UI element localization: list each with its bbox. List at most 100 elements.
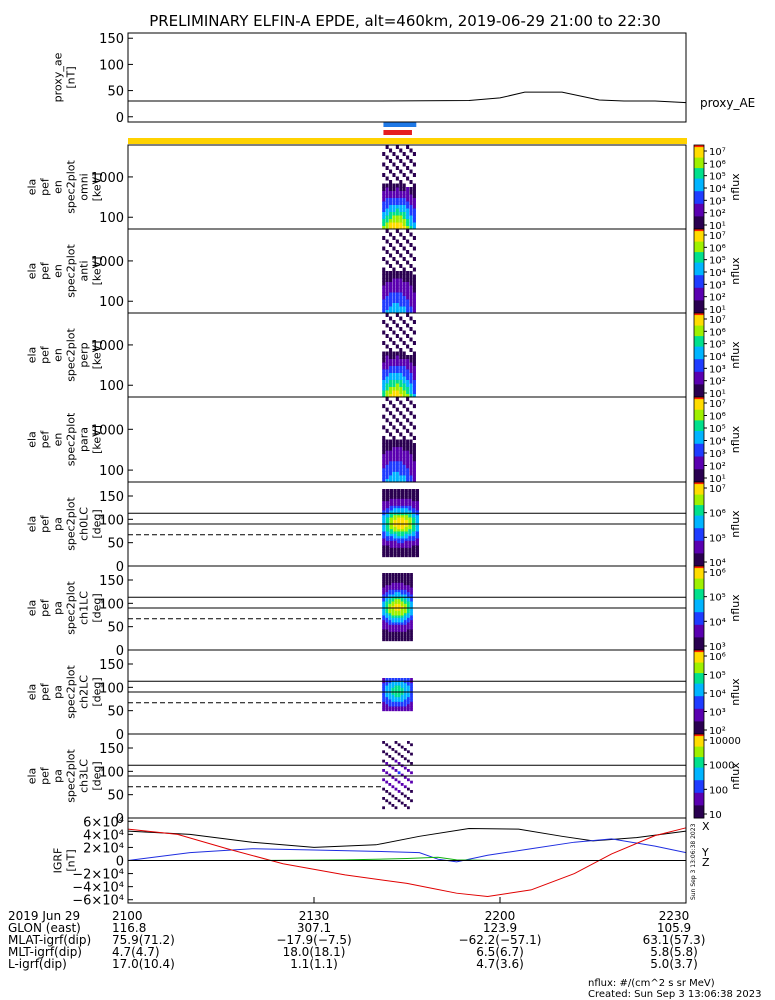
spectrogram-cell (385, 687, 389, 691)
spectrogram-cell (406, 281, 410, 286)
colorbar-segment (694, 505, 704, 508)
spectrogram-cell (397, 491, 401, 495)
spectrogram-cell (403, 624, 407, 628)
spectrogram-cell (399, 232, 403, 237)
spectrogram-cell (400, 617, 404, 621)
spectrogram-cell (399, 274, 403, 279)
spectrogram-cell (402, 257, 406, 261)
spectrogram-cell (407, 750, 410, 754)
colorbar-segment (694, 509, 704, 512)
spectrogram-cell (415, 505, 420, 509)
spectrogram-cell (392, 404, 396, 409)
spectrogram-cell (404, 533, 408, 537)
spectrogram-cell (385, 393, 389, 398)
spectrogram-cell (385, 605, 389, 609)
colorbar-segment (694, 180, 704, 184)
spectrogram-cell (409, 243, 413, 247)
spectrogram-cell (399, 208, 403, 212)
spectrogram-cell (399, 271, 403, 275)
colorbar-segment (694, 275, 704, 278)
y-tick-label: 150 (99, 742, 124, 757)
spectrogram-cell (402, 204, 406, 209)
spectrogram-cell (399, 285, 403, 289)
spectrogram-cell (389, 204, 393, 209)
spectrogram-cell (397, 500, 401, 504)
spectrogram-cell (402, 267, 406, 272)
spectrogram-cell (397, 498, 401, 502)
colorbar-segment (694, 633, 704, 636)
spectrogram-cell (406, 288, 410, 293)
spectrogram-cell (392, 474, 396, 479)
spectrogram-cell (394, 587, 398, 590)
spectrogram-cell (382, 694, 385, 698)
colorbar-segment (694, 317, 704, 320)
spectrogram-cell (388, 682, 392, 686)
spectrogram-cell (389, 496, 393, 499)
spectrogram-cell (400, 533, 405, 537)
spectrogram-cell (391, 633, 395, 637)
colorbar-segment (694, 574, 704, 577)
spectrogram-cell (382, 302, 386, 307)
spectrogram-cell (385, 689, 389, 693)
colorbar-segment (694, 155, 704, 159)
spectrogram-cell (385, 215, 389, 219)
spectrogram-cell (402, 246, 406, 251)
spectrogram-cell (399, 478, 403, 483)
spectrogram-cell (388, 687, 392, 691)
spectrogram-cell (402, 478, 406, 483)
spectrogram-cell (407, 582, 410, 586)
spectrogram-cell (399, 369, 403, 373)
spectrogram-cell (394, 692, 398, 695)
colorbar-segment (694, 218, 704, 222)
spectrogram-cell (402, 460, 406, 465)
spectrogram-cell (382, 330, 386, 335)
y-axis-label: en (52, 348, 65, 362)
spectrogram-cell (389, 148, 393, 153)
spectrogram-cell (395, 222, 399, 226)
spectrogram-cell (385, 281, 389, 286)
spectrogram-cell (397, 752, 401, 756)
spectrogram-cell (385, 762, 389, 765)
spectrogram-cell (382, 577, 385, 581)
spectrogram-cell (408, 521, 412, 525)
spectrogram-cell (382, 528, 386, 532)
colorbar-segment (694, 392, 704, 396)
y-tick-label: 50 (107, 789, 124, 804)
spectrogram-cell (397, 531, 401, 534)
spectrogram-cell (392, 467, 396, 472)
colorbar-label: nflux (729, 594, 742, 622)
colorbar-tick-label: 10⁴ (709, 689, 726, 700)
spectrogram-cell (399, 432, 403, 437)
colorbar-segment (694, 239, 704, 243)
spectrogram-cell (406, 358, 410, 363)
spectrogram-cell (403, 633, 407, 637)
spectrogram-cell (382, 383, 386, 387)
spectrogram-cell (391, 603, 395, 607)
colorbar-segment (694, 294, 704, 297)
spectrogram-cell (393, 554, 397, 558)
spectrogram-cell (399, 316, 403, 321)
spectrogram-cell (412, 218, 416, 223)
spectrogram-cell (412, 376, 416, 380)
spectrogram-cell (385, 376, 389, 380)
spectrogram-cell (382, 608, 385, 611)
legend-entry-Z: Z (702, 856, 710, 869)
spectrogram-cell (385, 626, 389, 630)
colorbar-segment (694, 327, 704, 331)
spectrogram-cell (407, 587, 410, 590)
spectrogram-cell (397, 535, 401, 539)
spectrogram-cell (391, 624, 395, 628)
spectrogram-cell (392, 222, 396, 226)
spectrogram-cell (397, 587, 401, 590)
spectrogram-cell (412, 464, 416, 469)
spectrogram-cell (400, 554, 405, 558)
spectrogram-cell (408, 545, 412, 548)
spectrogram-cell (389, 264, 393, 268)
spectrogram-cell (385, 313, 389, 317)
spectrogram-cell (403, 605, 407, 609)
colorbar-segment (694, 616, 704, 619)
spectrogram-cell (407, 694, 410, 698)
spectrogram-cell (408, 493, 412, 497)
